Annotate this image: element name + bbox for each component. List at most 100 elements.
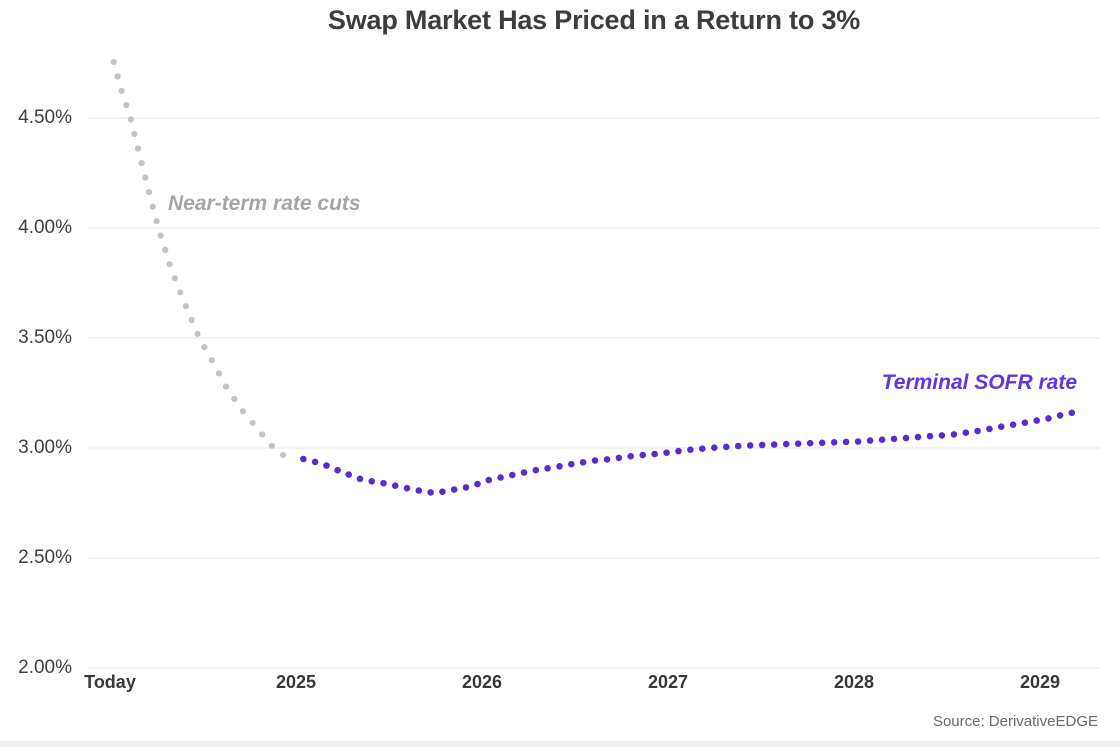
data-point-dot	[1009, 421, 1017, 429]
data-point-dot	[997, 423, 1005, 431]
data-point-dot	[403, 484, 411, 492]
data-point-dot	[450, 486, 458, 493]
data-point-dot	[914, 433, 922, 441]
data-point-dot	[711, 444, 718, 452]
data-point-dot	[663, 449, 670, 457]
data-point-dot	[415, 487, 423, 494]
x-tick-label: 2025	[275, 672, 317, 692]
data-point-dot	[171, 275, 178, 282]
data-point-dot	[215, 370, 223, 377]
data-point-dot	[131, 130, 138, 138]
data-point-dot	[615, 454, 623, 462]
data-point-dot	[182, 303, 189, 310]
data-point-dot	[758, 441, 766, 449]
data-point-dot	[127, 116, 134, 123]
terminal-series	[300, 409, 1076, 496]
data-point-dot	[962, 429, 970, 437]
y-tick-label: 2.00%	[18, 657, 72, 678]
data-point-dot	[194, 330, 201, 337]
data-point-dot	[345, 471, 353, 478]
data-point-dot	[231, 395, 238, 403]
data-point-dot	[902, 434, 910, 442]
data-point-dot	[110, 58, 117, 65]
data-point-dot	[926, 432, 934, 440]
data-point-dot	[208, 357, 215, 364]
data-point-dot	[770, 441, 778, 448]
data-point-dot	[123, 102, 130, 109]
data-point-dot	[866, 437, 874, 444]
data-point-dot	[157, 232, 164, 239]
data-point-dot	[268, 442, 275, 449]
data-point-dot	[950, 431, 958, 438]
y-tick-label: 3.00%	[18, 437, 72, 458]
data-point-dot	[118, 87, 125, 94]
data-point-dot	[142, 174, 149, 181]
data-point-dot	[890, 435, 898, 443]
data-point-dot	[544, 465, 551, 472]
data-point-dot	[938, 432, 946, 439]
data-point-dot	[259, 431, 266, 438]
data-point-dot	[280, 452, 287, 459]
data-point-dot	[249, 419, 256, 426]
data-point-dot	[854, 438, 862, 445]
y-tick-label: 4.50%	[18, 107, 72, 128]
source-attribution: Source: DerivativeEDGE	[932, 713, 1098, 730]
data-point-dot	[842, 438, 850, 446]
data-point-dot	[986, 425, 993, 433]
data-point-dot	[520, 469, 528, 476]
data-point-dot	[1056, 412, 1064, 419]
gridlines	[88, 117, 1100, 669]
data-point-dot	[782, 440, 790, 448]
data-point-dot	[1021, 419, 1029, 427]
data-point-dot	[368, 478, 376, 485]
data-point-dot	[509, 471, 516, 479]
data-point-dot	[166, 261, 173, 268]
data-point-dot	[675, 447, 682, 455]
data-point-dot	[323, 462, 330, 469]
data-point-dot	[138, 160, 145, 167]
near-term-series	[110, 58, 287, 459]
data-point-dot	[687, 446, 694, 454]
data-point-dot	[818, 439, 826, 447]
terminal-sofr-rate-label: Terminal SOFR rate	[881, 371, 1077, 394]
data-point-dot	[462, 484, 470, 491]
data-point-dot	[134, 145, 142, 152]
data-point-dot	[201, 344, 208, 351]
data-point-dot	[380, 479, 387, 487]
data-point-dot	[145, 189, 153, 196]
data-point-dot	[878, 436, 886, 444]
y-tick-label: 4.00%	[18, 217, 72, 238]
data-point-dot	[794, 440, 802, 448]
bottom-divider	[0, 741, 1120, 747]
data-point-dot	[591, 457, 599, 464]
y-tick-label: 3.50%	[18, 327, 72, 348]
data-point-dot	[391, 482, 399, 490]
data-point-dot	[177, 289, 184, 296]
data-point-dot	[300, 455, 307, 463]
x-tick-label: 2027	[647, 672, 689, 692]
data-point-dot	[627, 452, 634, 460]
x-tick-label: 2029	[1019, 672, 1061, 692]
data-point-dot	[114, 73, 121, 80]
data-point-dot	[734, 442, 742, 450]
data-point-dot	[356, 475, 364, 483]
data-point-dot	[497, 474, 504, 481]
data-point-dot	[532, 466, 540, 474]
data-point-dot	[427, 489, 434, 496]
data-point-dot	[806, 439, 814, 447]
data-point-dot	[223, 383, 230, 390]
data-point-dot	[485, 476, 493, 484]
data-point-dot	[603, 456, 611, 463]
x-tick-label: 2028	[833, 672, 875, 692]
data-point-dot	[1045, 415, 1052, 422]
data-point-dot	[162, 246, 169, 253]
data-point-dot	[153, 218, 160, 225]
data-point-dot	[311, 458, 319, 466]
data-point-dot	[149, 203, 156, 210]
data-point-dot	[188, 316, 195, 324]
data-point-dot	[334, 466, 341, 474]
data-point-dot	[239, 408, 246, 415]
y-tick-label: 2.50%	[18, 547, 72, 568]
